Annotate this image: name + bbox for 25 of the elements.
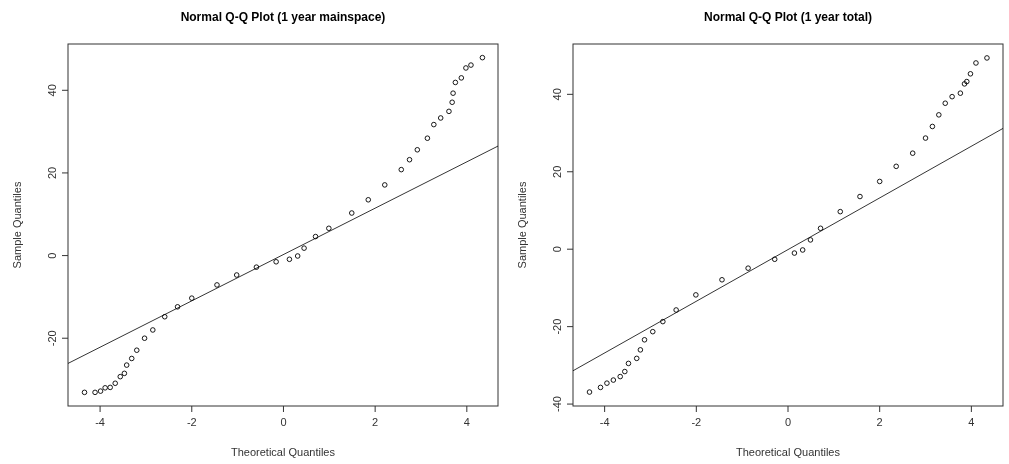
y-tick-label: 0 <box>551 246 563 253</box>
chart-title: Normal Q-Q Plot (1 year mainspace) <box>180 10 386 24</box>
x-tick-label: 2 <box>372 416 379 428</box>
x-axis-title: Theoretical Quantiles <box>231 446 336 458</box>
y-tick-label: 20 <box>46 166 58 180</box>
y-axis-title: Sample Quantiles <box>516 181 528 269</box>
x-axis-title: Theoretical Quantiles <box>736 446 841 458</box>
x-tick-label: -2 <box>186 416 197 428</box>
y-tick-label: 20 <box>551 165 563 178</box>
x-tick-label: 4 <box>463 416 470 428</box>
x-tick-label: 4 <box>968 416 975 428</box>
y-axis-title: Sample Quantiles <box>11 181 23 269</box>
x-tick-label: -4 <box>95 416 105 428</box>
y-tick-label: -20 <box>46 330 58 347</box>
y-tick-label: 40 <box>46 84 58 97</box>
x-tick-label: 0 <box>784 416 792 428</box>
chart-title: Normal Q-Q Plot (1 year total) <box>703 10 873 24</box>
y-tick-label: -40 <box>551 396 563 413</box>
x-tick-label: -4 <box>599 416 610 428</box>
y-tick-label: -20 <box>551 318 563 335</box>
x-tick-label: 0 <box>280 416 287 428</box>
x-tick-label: 2 <box>876 416 883 428</box>
y-tick-label: 0 <box>46 252 58 259</box>
x-tick-label: -2 <box>691 416 702 428</box>
y-tick-label: 40 <box>551 88 563 101</box>
